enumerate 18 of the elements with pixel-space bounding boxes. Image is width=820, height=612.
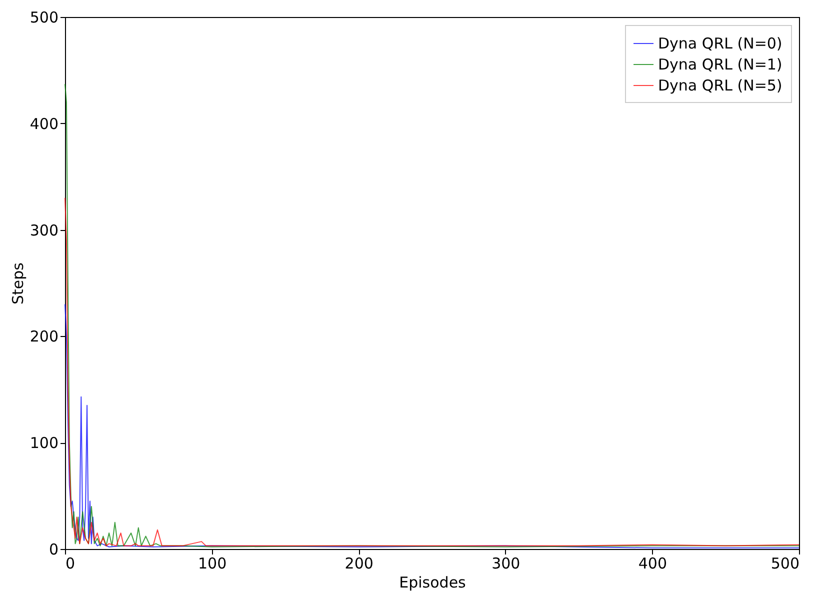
y-tick-label: 100 — [30, 434, 58, 452]
x-axis-title: Episodes — [399, 574, 466, 592]
legend-label: Dyna QRL (N=5) — [658, 76, 782, 94]
x-tick-label: 300 — [492, 554, 520, 572]
x-tick-label: 200 — [344, 554, 374, 572]
y-tick-label: 0 — [48, 540, 58, 558]
legend-label: Dyna QRL (N=0) — [658, 34, 782, 52]
x-tick-label: 100 — [198, 554, 227, 572]
x-tick-label: 500 — [770, 554, 800, 572]
y-tick-label: 500 — [30, 8, 58, 26]
y-tick-label: 200 — [30, 328, 58, 346]
legend-label: Dyna QRL (N=1) — [658, 56, 782, 74]
x-tick-label: 400 — [638, 554, 668, 572]
x-tick-label: 0 — [66, 554, 76, 572]
line-series — [64, 197, 800, 546]
y-tick-label: 300 — [30, 221, 58, 240]
y-tick-label: 400 — [30, 114, 58, 133]
y-axis-title: Steps — [8, 262, 27, 304]
